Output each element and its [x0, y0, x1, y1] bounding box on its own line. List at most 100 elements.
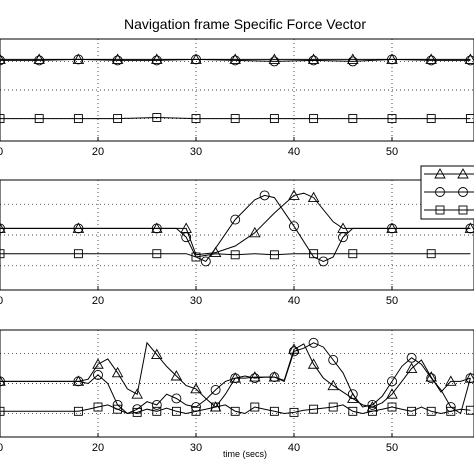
data-point-circle — [465, 223, 474, 234]
data-point-circle — [230, 55, 241, 66]
panel-1: 20 30 40 50 0 — [0, 38, 474, 158]
data-point-triangle — [170, 370, 183, 381]
data-point-triangle — [464, 372, 474, 383]
data-point-square — [191, 114, 201, 124]
data-point-square — [309, 249, 319, 259]
data-point-square — [348, 249, 358, 259]
data-point-square — [269, 406, 279, 416]
data-point-square — [230, 250, 240, 260]
panel-3: 20 30 40 50 0 — [0, 329, 474, 454]
data-point-square — [171, 406, 181, 416]
chart-panels: 20 30 40 50 0 20 30 40 50 0 20 30 40 50 0 — [0, 38, 474, 454]
data-point-triangle — [327, 379, 339, 391]
x-tick-label: 50 — [386, 146, 398, 158]
data-point-circle — [34, 55, 45, 66]
x-tick-label: 30 — [190, 442, 202, 454]
data-point-square — [113, 114, 123, 124]
data-point-circle — [338, 232, 348, 243]
data-point-triangle — [190, 382, 202, 394]
data-point-square — [93, 402, 103, 412]
x-tick-label: 20 — [92, 146, 104, 158]
data-point-square — [152, 406, 162, 416]
data-point-square — [387, 402, 397, 412]
data-point-triangle — [0, 375, 6, 386]
data-point-triangle — [151, 53, 163, 64]
data-point-circle — [387, 376, 397, 387]
data-point-square — [191, 406, 201, 416]
data-point-triangle — [92, 358, 104, 369]
data-point-circle — [230, 373, 241, 384]
data-point-circle — [328, 355, 339, 365]
data-point-square — [211, 402, 221, 412]
data-point-circle — [249, 373, 260, 384]
data-point-circle — [171, 393, 182, 404]
data-point-triangle — [288, 343, 300, 354]
data-point-circle — [0, 223, 5, 234]
data-point-square — [0, 406, 5, 416]
data-point-square — [387, 114, 397, 124]
data-point-square — [34, 114, 44, 124]
x-tick-label-partial: 0 — [0, 442, 3, 454]
data-point-square — [446, 406, 456, 416]
data-point-triangle — [386, 388, 398, 399]
data-point-square — [152, 113, 162, 122]
x-tick-label: 30 — [190, 295, 202, 307]
plot-frame — [0, 38, 474, 142]
data-point-circle — [387, 223, 397, 234]
data-point-triangle — [111, 366, 124, 378]
data-point-circle — [269, 56, 280, 67]
data-point-circle — [289, 346, 299, 357]
data-point-circle — [200, 256, 211, 267]
data-point-triangle — [445, 375, 457, 386]
series-line-square — [0, 404, 471, 415]
data-point-square — [426, 406, 436, 416]
data-point-circle — [73, 223, 84, 234]
data-point-circle — [0, 376, 5, 387]
data-point-circle — [112, 55, 123, 66]
data-point-triangle — [307, 358, 320, 369]
x-tick-label: 20 — [92, 295, 104, 307]
data-point-square — [465, 405, 474, 415]
x-tick-label: 50 — [386, 295, 398, 307]
data-point-square — [132, 407, 142, 417]
data-point-triangle — [307, 53, 320, 64]
x-tick-label: 30 — [190, 146, 202, 158]
data-point-circle — [465, 373, 474, 384]
x-axis-label: time (secs) — [223, 449, 267, 459]
data-point-square — [230, 114, 240, 124]
legend-marker-circle — [458, 187, 468, 197]
series-line-square — [0, 116, 471, 120]
data-point-square — [328, 402, 338, 412]
data-point-circle — [426, 55, 437, 66]
data-point-square — [73, 249, 83, 259]
data-point-square — [309, 114, 319, 124]
plot-frame — [0, 179, 474, 291]
data-point-circle — [191, 54, 201, 65]
data-point-triangle — [72, 375, 85, 386]
data-point-triangle — [425, 53, 437, 64]
x-tick-label: 40 — [288, 146, 300, 158]
data-point-square — [309, 404, 319, 414]
data-point-square — [191, 252, 201, 262]
data-point-square — [0, 249, 5, 259]
data-point-square — [269, 250, 279, 260]
data-point-square — [465, 114, 474, 124]
data-point-square — [0, 114, 5, 124]
data-point-square — [426, 249, 436, 259]
data-point-triangle — [347, 53, 359, 64]
x-tick-label-partial: 0 — [0, 146, 3, 158]
chart-legend — [420, 165, 474, 220]
data-point-circle — [465, 55, 474, 66]
legend-marker-circle — [435, 187, 445, 197]
data-point-circle — [151, 223, 162, 234]
data-point-circle — [151, 399, 162, 410]
data-point-triangle — [268, 371, 281, 382]
legend-marker-square — [458, 205, 468, 215]
x-tick-label-partial: 0 — [0, 295, 3, 307]
data-point-triangle — [288, 189, 300, 200]
data-point-triangle — [249, 226, 261, 238]
data-point-triangle — [72, 53, 85, 64]
data-point-circle — [318, 256, 329, 267]
data-point-triangle — [151, 348, 163, 360]
